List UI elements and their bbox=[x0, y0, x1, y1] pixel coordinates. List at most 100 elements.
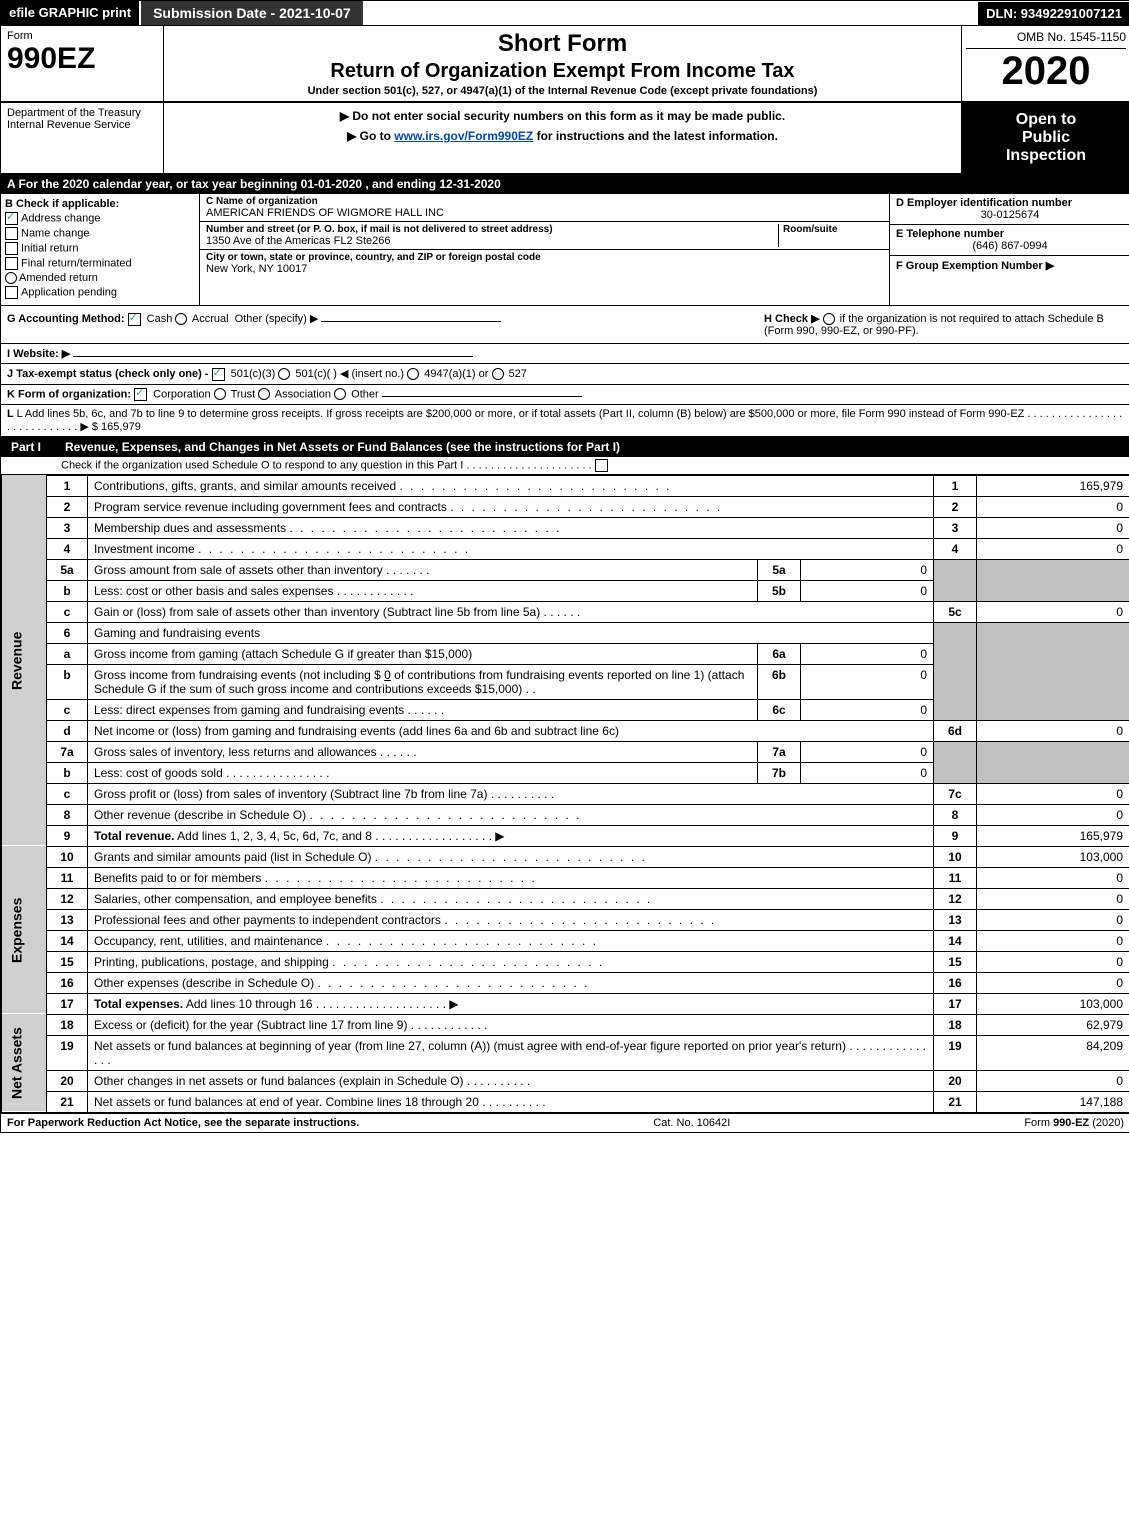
website-label: I Website: ▶ bbox=[7, 348, 70, 360]
line-16: 16 Other expenses (describe in Schedule … bbox=[2, 972, 1129, 993]
short-form-title: Short Form bbox=[168, 30, 957, 58]
line-5a-sub: 0 bbox=[801, 559, 934, 580]
room-label: Room/suite bbox=[783, 224, 883, 235]
efile-graphic-print[interactable]: efile GRAPHIC print bbox=[1, 1, 139, 25]
line-9: 9 Total revenue. Total revenue. Add line… bbox=[2, 825, 1129, 846]
radio-icon[interactable] bbox=[214, 388, 226, 400]
section-i: I Website: ▶ bbox=[1, 344, 1129, 364]
part-title: Revenue, Expenses, and Changes in Net As… bbox=[65, 440, 620, 454]
line-19-amt: 84,209 bbox=[977, 1035, 1129, 1070]
radio-icon[interactable] bbox=[258, 388, 270, 400]
line-5c-desc: Gain or (loss) from sale of assets other… bbox=[88, 601, 934, 622]
omb-year-col: OMB No. 1545-1150 2020 bbox=[962, 26, 1129, 101]
radio-icon[interactable] bbox=[823, 313, 835, 325]
check-amended-return[interactable]: Amended return bbox=[5, 272, 195, 284]
city-label: City or town, state or province, country… bbox=[206, 252, 883, 263]
radio-icon[interactable] bbox=[492, 368, 504, 380]
part-i-check: Check if the organization used Schedule … bbox=[1, 457, 1129, 475]
line-12: 12 Salaries, other compensation, and emp… bbox=[2, 888, 1129, 909]
section-b-header: B Check if applicable: bbox=[5, 198, 195, 210]
check-initial-return[interactable]: Initial return bbox=[5, 242, 195, 255]
line-6c-desc: Less: direct expenses from gaming and fu… bbox=[88, 699, 758, 720]
phone: (646) 867-0994 bbox=[896, 240, 1124, 252]
line-a: A For the 2020 calendar year, or tax yea… bbox=[1, 174, 1129, 194]
section-g: G Accounting Method: Cash Accrual Other … bbox=[7, 312, 764, 337]
checkbox-icon[interactable] bbox=[128, 313, 141, 326]
checkbox-icon[interactable] bbox=[595, 459, 608, 472]
j-label: J Tax-exempt status (check only one) - bbox=[7, 368, 212, 380]
line-7a: 7a Gross sales of inventory, less return… bbox=[2, 741, 1129, 762]
line-7b-desc: Less: cost of goods sold . . . . . . . .… bbox=[88, 762, 758, 783]
radio-icon[interactable] bbox=[334, 388, 346, 400]
line-7a-sub: 0 bbox=[801, 741, 934, 762]
line-13-amt: 0 bbox=[977, 909, 1129, 930]
line-1-amt: 165,979 bbox=[977, 475, 1129, 496]
section-gh: G Accounting Method: Cash Accrual Other … bbox=[1, 306, 1129, 344]
l-text: L Add lines 5b, 6c, and 7b to line 9 to … bbox=[7, 408, 1122, 433]
checkbox-icon[interactable] bbox=[212, 368, 225, 381]
check-final-return[interactable]: Final return/terminated bbox=[5, 257, 195, 270]
k-other-input[interactable] bbox=[382, 396, 582, 397]
line-10: Expenses 10 Grants and similar amounts p… bbox=[2, 846, 1129, 867]
top-bar-left: efile GRAPHIC print Submission Date - 20… bbox=[1, 1, 363, 25]
line-21-desc: Net assets or fund balances at end of ye… bbox=[88, 1091, 934, 1112]
line-7c: c Gross profit or (loss) from sales of i… bbox=[2, 783, 1129, 804]
radio-icon[interactable] bbox=[407, 368, 419, 380]
street: 1350 Ave of the Americas FL2 Ste266 bbox=[206, 235, 778, 247]
title-col: Short Form Return of Organization Exempt… bbox=[164, 26, 962, 101]
checkbox-icon[interactable] bbox=[134, 388, 147, 401]
goto-prefix: ▶ Go to bbox=[347, 129, 394, 143]
line-6d-amt: 0 bbox=[977, 720, 1129, 741]
form-990ez-page: efile GRAPHIC print Submission Date - 20… bbox=[0, 0, 1129, 1133]
section-l: L L Add lines 5b, 6c, and 7b to line 9 t… bbox=[1, 405, 1129, 437]
line-18-amt: 62,979 bbox=[977, 1014, 1129, 1035]
dln: DLN: 93492291007121 bbox=[978, 2, 1129, 25]
line-17-desc: Total expenses. Add lines 10 through 16 … bbox=[88, 993, 934, 1014]
section-bcdef: B Check if applicable: Address change Na… bbox=[1, 194, 1129, 306]
line-2-amt: 0 bbox=[977, 496, 1129, 517]
city: New York, NY 10017 bbox=[206, 263, 883, 275]
omb-number: OMB No. 1545-1150 bbox=[966, 30, 1126, 49]
header-row-1: Form 990EZ Short Form Return of Organiza… bbox=[1, 26, 1129, 103]
ein-row: D Employer identification number 30-0125… bbox=[890, 194, 1129, 225]
line-8-desc: Other revenue (describe in Schedule O) bbox=[88, 804, 934, 825]
other-specify-input[interactable] bbox=[321, 321, 501, 322]
check-name-change[interactable]: Name change bbox=[5, 227, 195, 240]
line-13: 13 Professional fees and other payments … bbox=[2, 909, 1129, 930]
phone-label: E Telephone number bbox=[896, 228, 1124, 240]
check-address-change[interactable]: Address change bbox=[5, 212, 195, 225]
line-3-amt: 0 bbox=[977, 517, 1129, 538]
check-application-pending[interactable]: Application pending bbox=[5, 286, 195, 299]
line-8: 8 Other revenue (describe in Schedule O)… bbox=[2, 804, 1129, 825]
line-6d: d Net income or (loss) from gaming and f… bbox=[2, 720, 1129, 741]
lines-table: Revenue 1 Contributions, gifts, grants, … bbox=[1, 475, 1129, 1113]
section-b: B Check if applicable: Address change Na… bbox=[1, 194, 200, 305]
line-10-desc: Grants and similar amounts paid (list in… bbox=[88, 846, 934, 867]
form-number: 990EZ bbox=[7, 42, 157, 76]
goto-link[interactable]: www.irs.gov/Form990EZ bbox=[394, 129, 533, 143]
website-input[interactable] bbox=[73, 356, 473, 357]
line-9-amt: 165,979 bbox=[977, 825, 1129, 846]
line-11: 11 Benefits paid to or for members 11 0 bbox=[2, 867, 1129, 888]
section-c: C Name of organization AMERICAN FRIENDS … bbox=[200, 194, 890, 305]
line-19-desc: Net assets or fund balances at beginning… bbox=[88, 1035, 934, 1070]
line-16-desc: Other expenses (describe in Schedule O) bbox=[88, 972, 934, 993]
line-7a-desc: Gross sales of inventory, less returns a… bbox=[88, 741, 758, 762]
part-num: Part I bbox=[7, 440, 45, 454]
line-14-desc: Occupancy, rent, utilities, and maintena… bbox=[88, 930, 934, 951]
radio-icon[interactable] bbox=[278, 368, 290, 380]
line-18-desc: Excess or (deficit) for the year (Subtra… bbox=[88, 1014, 934, 1035]
form-label: Form bbox=[7, 30, 157, 42]
section-j: J Tax-exempt status (check only one) - 5… bbox=[1, 364, 1129, 385]
top-bar: efile GRAPHIC print Submission Date - 20… bbox=[1, 1, 1129, 26]
line-6d-desc: Net income or (loss) from gaming and fun… bbox=[88, 720, 934, 741]
line-4-amt: 0 bbox=[977, 538, 1129, 559]
line-6a-sub: 0 bbox=[801, 643, 934, 664]
line-6a-desc: Gross income from gaming (attach Schedul… bbox=[88, 643, 758, 664]
line-4: 4 Investment income 4 0 bbox=[2, 538, 1129, 559]
goto-suffix: for instructions and the latest informat… bbox=[537, 129, 778, 143]
section-h: H Check ▶ if the organization is not req… bbox=[764, 312, 1124, 337]
goto-line: ▶ Go to www.irs.gov/Form990EZ for instru… bbox=[170, 129, 955, 143]
part-i-header: Part I Revenue, Expenses, and Changes in… bbox=[1, 437, 1129, 457]
radio-icon[interactable] bbox=[175, 313, 187, 325]
